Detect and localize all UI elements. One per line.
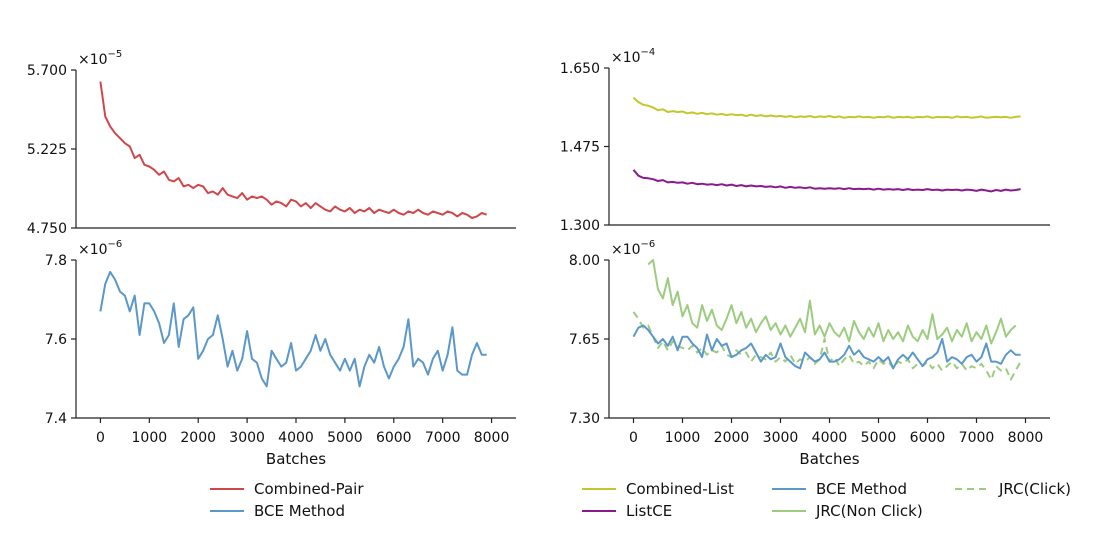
y-tick-label: 7.4 bbox=[45, 411, 67, 427]
x-tick-label: 7000 bbox=[425, 430, 461, 446]
panel-left-top: 4.750 5.225 5.700 ×10−5 bbox=[27, 49, 516, 237]
legend-label: BCE Method bbox=[254, 502, 345, 520]
legend-label: JRC(Click) bbox=[998, 480, 1071, 498]
x-tick-label: 2000 bbox=[180, 430, 216, 446]
legend-label: JRC(Non Click) bbox=[815, 502, 923, 520]
series-line-bce-method bbox=[632, 324, 1021, 370]
panel-right-bottom: 7.30 7.65 8.00 0 1000 2000 3000 4000 5000 6000 700… bbox=[569, 239, 1050, 468]
x-tick-label: 5000 bbox=[861, 430, 897, 446]
multiplier-exponent: −4 bbox=[641, 47, 656, 58]
legend-label: Combined-Pair bbox=[254, 480, 364, 498]
x-tick-label: 0 bbox=[629, 430, 638, 446]
y-tick-label: 7.30 bbox=[569, 411, 600, 427]
x-axis-label: Batches bbox=[799, 450, 859, 468]
x-tick-label: 1000 bbox=[665, 430, 701, 446]
x-tick-label: 3000 bbox=[229, 430, 265, 446]
legend-label: Combined-List bbox=[626, 480, 734, 498]
multiplier-base: ×10 bbox=[611, 242, 641, 258]
y-tick-label: 5.225 bbox=[27, 142, 67, 158]
y-tick-label: 1.300 bbox=[560, 218, 600, 234]
multiplier-base: ×10 bbox=[78, 52, 108, 68]
x-tick-label: 4000 bbox=[812, 430, 848, 446]
series-line-bce-method bbox=[99, 270, 487, 388]
x-tick-label: 6000 bbox=[910, 430, 946, 446]
y-tick-label: 4.750 bbox=[27, 221, 67, 237]
x-tick-label: 7000 bbox=[959, 430, 995, 446]
axis-multiplier: ×10−6 bbox=[78, 239, 122, 258]
multiplier-exponent: −5 bbox=[108, 49, 123, 60]
x-tick-label: 2000 bbox=[714, 430, 750, 446]
panel-left-bottom: 7.4 7.6 7.8 0 1000 2000 3000 4000 5000 6000 7000 80… bbox=[45, 239, 516, 468]
multiplier-exponent: −6 bbox=[108, 239, 123, 250]
series-line-combined-pair bbox=[99, 81, 488, 219]
legend-label: ListCE bbox=[626, 502, 672, 520]
x-tick-label: 4000 bbox=[278, 430, 314, 446]
legend-entry: BCE Method bbox=[210, 502, 345, 520]
y-tick-label: 7.8 bbox=[45, 253, 67, 269]
series-line-listce bbox=[632, 169, 1021, 193]
x-tick-label: 0 bbox=[96, 430, 105, 446]
x-tick-label: 6000 bbox=[376, 430, 412, 446]
y-tick-label: 7.65 bbox=[569, 332, 600, 348]
multiplier-base: ×10 bbox=[611, 50, 641, 66]
legend-entry: JRC(Click) bbox=[955, 480, 1071, 498]
legend-entry: Combined-List bbox=[582, 480, 734, 498]
series-line-jrc-click- bbox=[632, 311, 1022, 381]
y-tick-label: 1.475 bbox=[560, 140, 600, 156]
x-tick-label: 8000 bbox=[474, 430, 510, 446]
y-tick-label: 5.700 bbox=[27, 63, 67, 79]
x-axis-label: Batches bbox=[266, 450, 326, 468]
multiplier-base: ×10 bbox=[78, 242, 108, 258]
legend-entry: ListCE bbox=[582, 502, 672, 520]
y-tick-label: 1.650 bbox=[560, 61, 600, 77]
x-tick-label: 3000 bbox=[763, 430, 799, 446]
legend-entry: Combined-Pair bbox=[210, 480, 364, 498]
axis-multiplier: ×10−5 bbox=[78, 49, 122, 68]
y-tick-label: 8.00 bbox=[569, 253, 600, 269]
axis-multiplier: ×10−6 bbox=[611, 239, 655, 258]
x-tick-label: 8000 bbox=[1008, 430, 1044, 446]
panel-right-top: 1.300 1.475 1.650 ×10−4 bbox=[560, 47, 1050, 234]
legend-entry: BCE Method bbox=[772, 480, 907, 498]
multiplier-exponent: −6 bbox=[641, 239, 656, 250]
legend-label: BCE Method bbox=[816, 480, 907, 498]
x-tick-label: 1000 bbox=[132, 430, 168, 446]
legend-entry: JRC(Non Click) bbox=[772, 502, 923, 520]
y-tick-label: 7.6 bbox=[45, 332, 67, 348]
axis-multiplier: ×10−4 bbox=[611, 47, 655, 66]
series-line-jrc-non-click- bbox=[647, 259, 1017, 345]
x-tick-label: 5000 bbox=[327, 430, 363, 446]
series-line-combined-list bbox=[632, 96, 1021, 119]
